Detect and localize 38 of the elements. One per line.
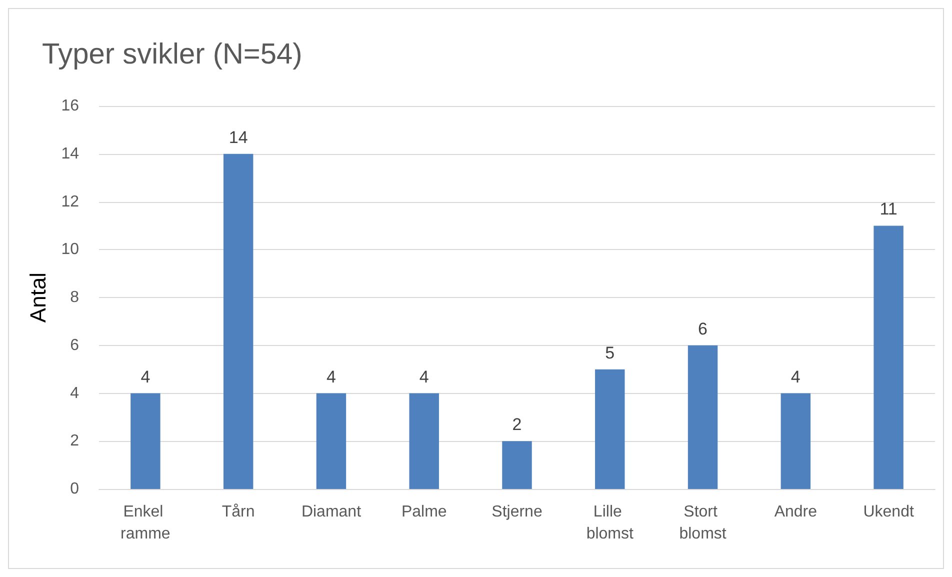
x-tick-label: Andre — [774, 504, 818, 520]
x-tick-label: Stjerne — [492, 504, 542, 520]
bar — [502, 441, 532, 489]
y-tick-label: 14 — [61, 145, 80, 162]
chart-title: Typer svikler (N=54) — [42, 38, 302, 70]
data-label: 4 — [790, 367, 800, 386]
x-tick-label: Enkel ramme — [120, 504, 170, 542]
y-tick-label: 2 — [70, 432, 80, 450]
data-label: 4 — [140, 367, 150, 386]
data-label: 5 — [605, 343, 615, 362]
data-label: 6 — [698, 319, 708, 338]
y-tick-label: 6 — [70, 336, 80, 354]
data-label: 2 — [512, 415, 522, 434]
y-axis-title: Antal — [26, 272, 50, 323]
y-tick-label: 0 — [70, 480, 80, 498]
x-tick-label: Diamant — [301, 504, 362, 520]
x-tick-label: Stort blomst — [679, 504, 727, 542]
x-tick-label: Ukendt — [863, 504, 914, 520]
data-label: 4 — [326, 367, 336, 386]
data-label: 4 — [419, 367, 429, 386]
bar — [595, 369, 625, 489]
bar — [409, 393, 439, 489]
x-tick-label: Tårn — [222, 504, 255, 520]
data-label: 11 — [880, 200, 898, 219]
bar — [316, 393, 346, 489]
x-tick-label: Palme — [401, 504, 447, 520]
bar — [223, 154, 254, 489]
bar — [130, 393, 160, 489]
bar — [874, 226, 904, 489]
y-tick-label: 16 — [61, 98, 80, 114]
y-tick-label: 10 — [61, 241, 80, 258]
bar — [688, 345, 718, 489]
y-tick-label: 12 — [61, 193, 80, 210]
y-tick-label: 8 — [70, 289, 80, 306]
x-tick-label: Lille blomst — [586, 504, 634, 542]
bar — [780, 393, 811, 489]
y-tick-label: 4 — [70, 384, 80, 402]
data-label: 14 — [228, 128, 248, 147]
